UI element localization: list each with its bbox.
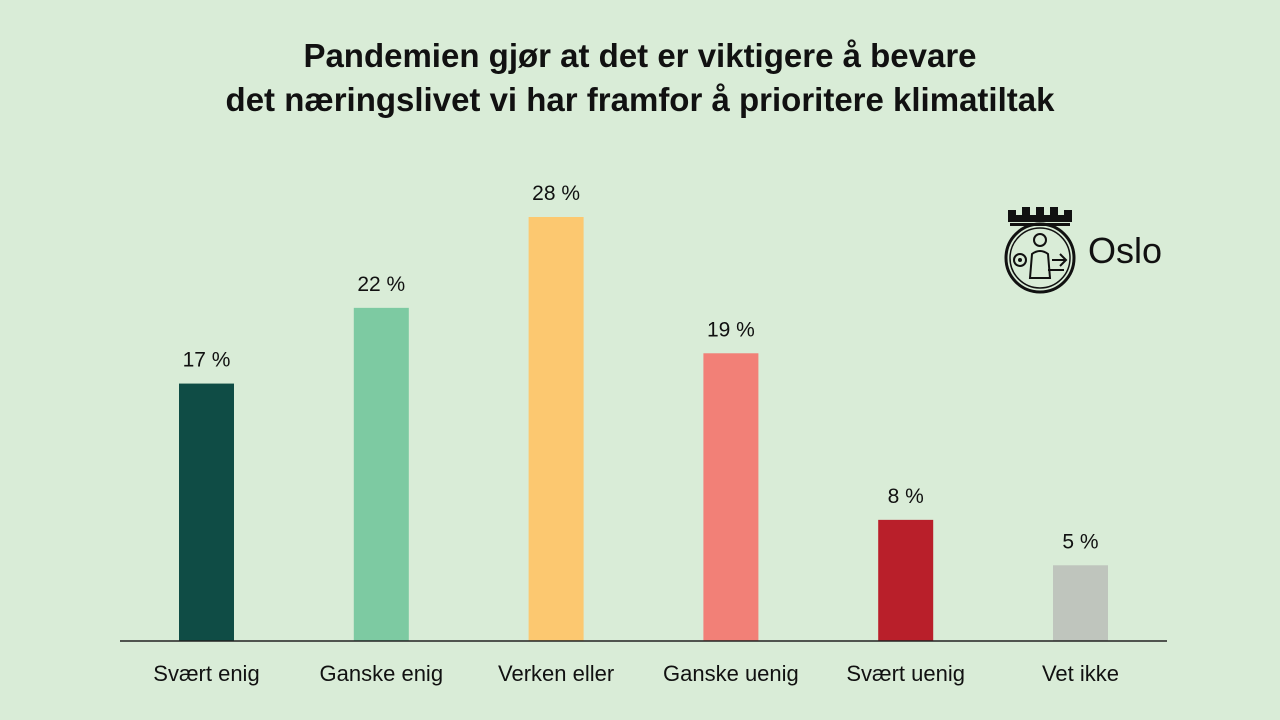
bar-0 xyxy=(179,383,234,641)
value-label-0: 17 % xyxy=(183,349,231,372)
oslo-city-seal-icon xyxy=(1004,207,1076,294)
value-label-1: 22 % xyxy=(357,273,405,296)
value-label-3: 19 % xyxy=(707,318,755,341)
value-label-4: 8 % xyxy=(888,485,924,508)
oslo-logo: Oslo xyxy=(1000,204,1180,294)
bar-2 xyxy=(528,217,584,641)
chart-title-line-1: Pandemien gjør at det er viktigere å bev… xyxy=(303,37,977,74)
category-label-1: Ganske enig xyxy=(320,661,444,686)
bar-4 xyxy=(878,519,934,641)
category-label-2: Verken eller xyxy=(498,661,614,686)
bar-3 xyxy=(703,353,759,641)
logo-text: Oslo xyxy=(1088,230,1163,271)
chart-title-line-2: det næringslivet vi har framfor å priori… xyxy=(225,81,1055,118)
bar-1 xyxy=(353,307,409,641)
category-label-4: Svært uenig xyxy=(846,661,965,686)
category-label-3: Ganske uenig xyxy=(663,661,799,686)
value-label-5: 5 % xyxy=(1062,530,1098,553)
chart-title: Pandemien gjør at det er viktigere å bev… xyxy=(0,34,1280,122)
category-label-5: Vet ikke xyxy=(1042,661,1119,686)
category-label-0: Svært enig xyxy=(153,661,259,686)
bars-group: 17 % Svært enig 22 % Ganske enig 28 % Verken … xyxy=(153,182,1119,686)
bar-5 xyxy=(1053,565,1108,641)
value-label-2: 28 % xyxy=(532,182,580,205)
